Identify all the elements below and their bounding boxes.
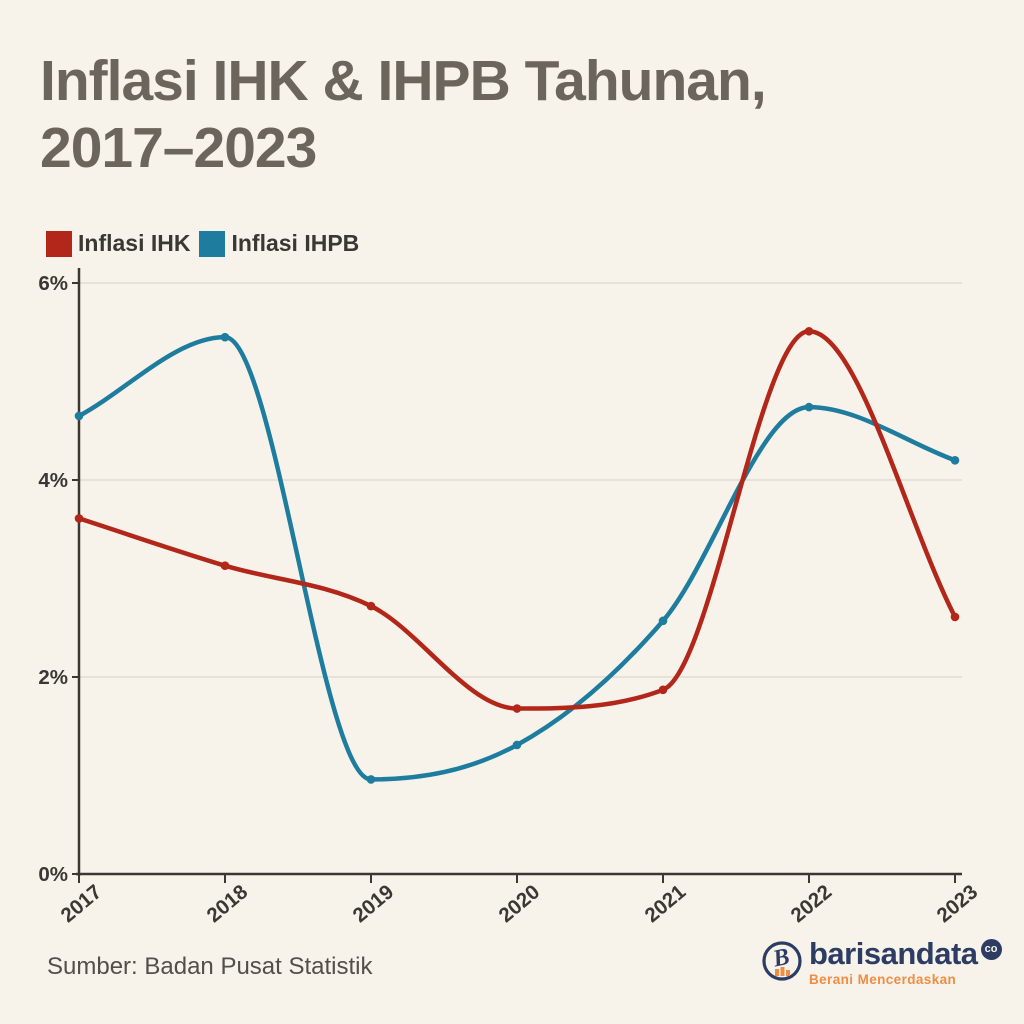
series-ihpb xyxy=(74,332,960,784)
legend-label-ihk: Inflasi IHK xyxy=(78,230,191,256)
logo-wordmark: barisandata co xyxy=(809,938,1002,969)
legend-swatch-ihpb xyxy=(199,230,226,257)
series-line-ihpb xyxy=(76,334,958,782)
x-tick-label-2018: 2018 xyxy=(202,880,252,927)
y-tick-label: 4% xyxy=(38,469,68,492)
legend-label-ihpb: Inflasi IHPB xyxy=(231,230,360,256)
legend-swatch-ihk xyxy=(46,230,72,257)
logo-co-badge: co xyxy=(980,939,1002,960)
x-axis-labels: 2017 2018 2019 2020 2021 2022 2023 xyxy=(56,874,982,927)
data-point-ihpb-2020 xyxy=(512,740,522,750)
legend-item-ihpb: Inflasi IHPB xyxy=(199,230,359,257)
data-point-ihk-2017 xyxy=(74,514,84,523)
data-point-ihk-2020 xyxy=(512,704,522,713)
data-point-ihpb-2017 xyxy=(74,411,84,421)
page-title-line2: 2017–2023 xyxy=(40,116,317,181)
y-axis-labels: 0% 2% 4% 6% xyxy=(38,272,79,886)
barisandata-logo: B barisandata co Berani Mencerdaskan xyxy=(760,938,1002,987)
svg-text:B: B xyxy=(770,944,792,973)
barisandata-logo-icon: B xyxy=(762,941,802,981)
data-point-ihpb-2018 xyxy=(220,332,230,342)
x-tick-label-2022: 2022 xyxy=(786,880,836,927)
x-tick-label-2023: 2023 xyxy=(932,880,982,927)
x-tick-label-2021: 2021 xyxy=(640,880,690,927)
data-point-ihpb-2022 xyxy=(804,402,814,412)
data-point-ihk-2023 xyxy=(950,612,960,622)
y-tick-label: 2% xyxy=(38,666,68,689)
logo-tagline: Berani Mencerdaskan xyxy=(809,972,957,987)
gridlines xyxy=(80,282,962,678)
series-ihk xyxy=(74,326,960,713)
series-line-ihk xyxy=(76,329,958,711)
source-note: Sumber: Badan Pusat Statistik xyxy=(47,953,373,980)
data-point-ihk-2018 xyxy=(220,561,230,570)
data-point-ihpb-2023 xyxy=(950,456,960,465)
data-point-ihk-2021 xyxy=(658,685,668,695)
x-tick-label-2020: 2020 xyxy=(494,880,544,927)
chart-legend: Inflasi IHK Inflasi IHPB xyxy=(46,230,368,257)
y-tick-label: 6% xyxy=(38,272,68,295)
y-tick-label: 0% xyxy=(38,863,68,886)
data-point-ihpb-2021 xyxy=(658,616,668,626)
data-point-ihpb-2019 xyxy=(366,775,376,784)
axes xyxy=(76,268,962,876)
x-tick-label-2017: 2017 xyxy=(56,880,106,927)
page-title: Inflasi IHK & IHPB Tahunan, 2017–2023 xyxy=(40,48,767,183)
x-tick-label-2019: 2019 xyxy=(348,880,398,927)
data-point-ihk-2019 xyxy=(366,601,376,611)
page-title-line1: Inflasi IHK & IHPB Tahunan, xyxy=(40,49,767,113)
data-point-ihk-2022 xyxy=(804,326,814,336)
legend-item-ihk: Inflasi IHK xyxy=(46,230,190,257)
logo-name-text: barisandata xyxy=(809,936,978,971)
